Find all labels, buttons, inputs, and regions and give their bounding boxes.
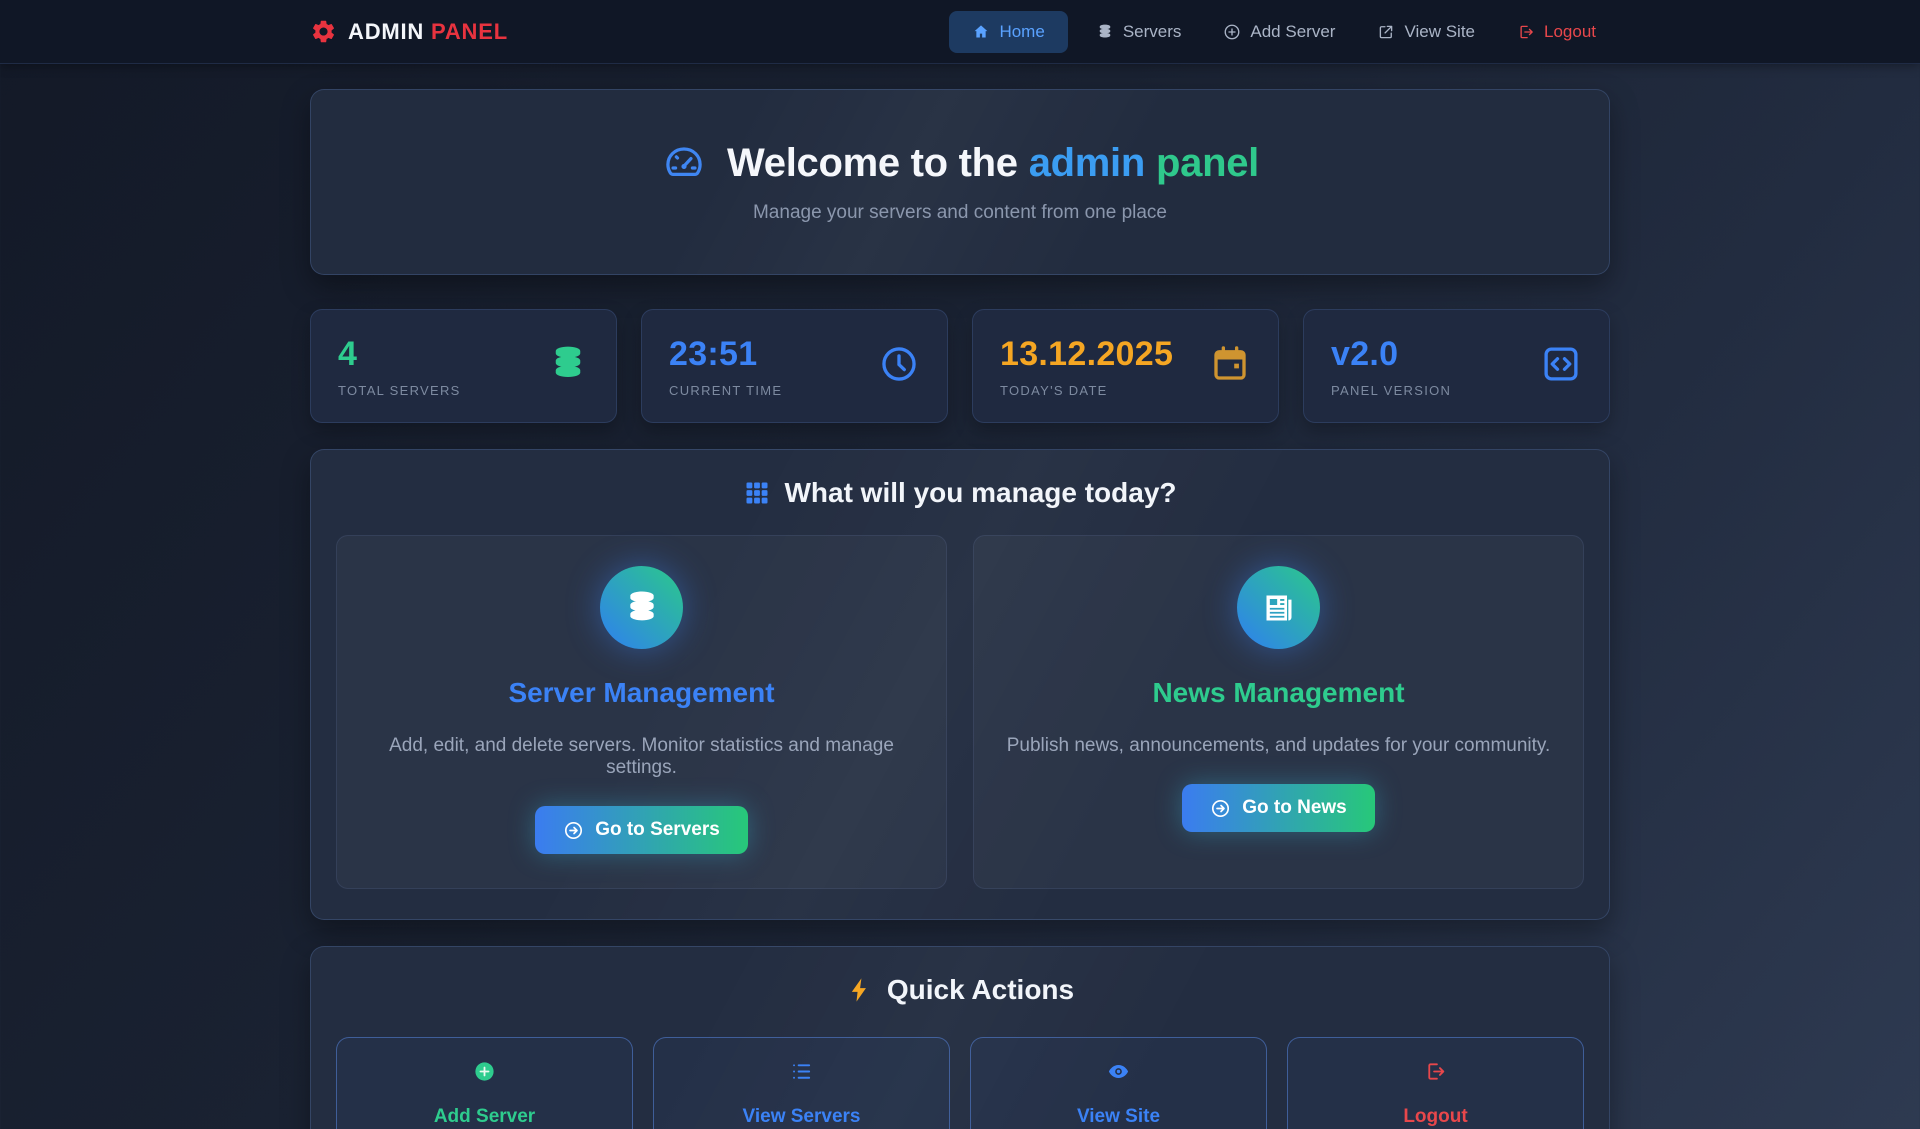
stat-value: 4 (338, 334, 358, 373)
logout-icon (1520, 25, 1533, 38)
gear-icon (312, 20, 335, 43)
servers-icon (1099, 24, 1111, 38)
stat-label: TODAY'S DATE (1000, 382, 1108, 398)
stat-value: 23:51 (669, 334, 758, 373)
card-title: News Management (1152, 677, 1405, 708)
server-management-card: Server Management Add, edit, and delete … (336, 535, 947, 889)
quick-action-view-site[interactable]: View Site (970, 1037, 1267, 1129)
lightning-bolt-icon (851, 978, 866, 1002)
eye-icon (1108, 1064, 1129, 1079)
quick-actions-panel: Quick Actions Add Server View Servers Vi… (310, 946, 1610, 1129)
brand-title: ADMIN PANEL (348, 18, 508, 44)
card-description: Publish news, announcements, and updates… (1006, 735, 1551, 756)
stats-row: 4 TOTAL SERVERS 23:51 CURRENT TIME 13.12… (310, 309, 1610, 423)
code-icon (1540, 343, 1582, 390)
stat-card-total-servers: 4 TOTAL SERVERS (310, 309, 617, 423)
nav-item-add-server[interactable]: Add Server (1209, 12, 1349, 52)
card-description: Add, edit, and delete servers. Monitor s… (389, 735, 894, 778)
calendar-icon (1209, 343, 1251, 390)
gauge-icon (666, 147, 702, 177)
go-to-news-button[interactable]: Go to News (1182, 784, 1375, 832)
top-nav: ADMIN PANEL Home Servers Add Server View… (0, 0, 1920, 64)
manage-panel: What will you manage today? Server Manag… (310, 449, 1610, 920)
arrow-circle-right-icon (1212, 799, 1230, 817)
stat-value: v2.0 (1331, 334, 1399, 373)
logout-icon (1428, 1063, 1445, 1080)
quick-action-add-server[interactable]: Add Server (336, 1037, 633, 1129)
news-management-card: News Management Publish news, announceme… (973, 535, 1584, 889)
quick-action-logout[interactable]: Logout (1287, 1037, 1584, 1129)
clock-icon (878, 343, 920, 390)
database-icon (547, 343, 589, 390)
nav-item-view-site[interactable]: View Site (1363, 12, 1489, 52)
welcome-card: Welcome to the admin panel Manage your ser… (310, 89, 1610, 275)
quick-action-view-servers[interactable]: View Servers (653, 1037, 950, 1129)
card-title: Server Management (508, 677, 775, 708)
home-icon (975, 24, 988, 38)
database-icon (600, 566, 683, 649)
arrow-circle-right-icon (565, 821, 583, 839)
stat-card-current-time: 23:51 CURRENT TIME (641, 309, 948, 423)
brand-logo: ADMIN PANEL (310, 18, 508, 45)
stat-label: TOTAL SERVERS (338, 382, 461, 398)
stat-value: 13.12.2025 (1000, 334, 1174, 373)
manage-heading: What will you manage today? (336, 477, 1584, 509)
page-subtitle: Manage your servers and content from one… (752, 202, 1167, 223)
nav-item-servers[interactable]: Servers (1082, 12, 1196, 52)
stat-label: PANEL VERSION (1331, 382, 1452, 398)
nav-item-home[interactable]: Home (949, 10, 1068, 53)
stat-label: CURRENT TIME (669, 382, 783, 398)
external-link-icon (1380, 25, 1393, 38)
page-title: Welcome to the admin panel (727, 140, 1259, 185)
go-to-servers-button[interactable]: Go to Servers (535, 806, 748, 854)
grid-icon (746, 482, 768, 504)
plus-circle-icon (475, 1062, 494, 1081)
main-nav: Home Servers Add Server View Site Logout (949, 10, 1610, 53)
nav-item-logout[interactable]: Logout (1503, 12, 1610, 52)
quick-actions-heading: Quick Actions (336, 974, 1584, 1006)
stat-card-todays-date: 13.12.2025 TODAY'S DATE (972, 309, 1279, 423)
newspaper-icon (1237, 566, 1320, 649)
stat-card-panel-version: v2.0 PANEL VERSION (1303, 309, 1610, 423)
list-icon (793, 1064, 811, 1079)
add-server-icon (1224, 24, 1240, 39)
